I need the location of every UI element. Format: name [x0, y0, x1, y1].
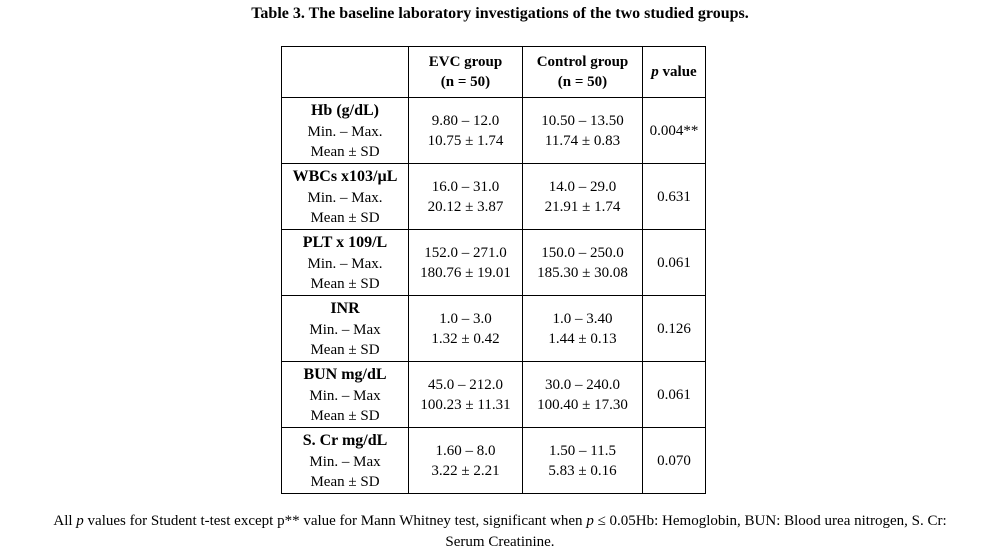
row-label-minmax: Min. – Max. — [307, 255, 383, 272]
evc-value-cell: 152.0 – 271.0 180.76 ± 19.01 — [408, 229, 523, 296]
control-mean: 5.83 ± 0.16 — [548, 462, 617, 479]
control-minmax: 150.0 – 250.0 — [541, 244, 624, 261]
control-minmax: 10.50 – 13.50 — [541, 112, 624, 129]
footnote-line2: Serum Creatinine. — [445, 534, 555, 550]
control-mean: 1.44 ± 0.13 — [548, 330, 617, 347]
control-mean: 100.40 ± 17.30 — [537, 396, 628, 413]
table-row: BUN mg/dL Min. – Max Mean ± SD 45.0 – 212.0… — [281, 361, 706, 428]
header-control-label: Control group — [536, 54, 629, 70]
evc-value-cell: 1.60 – 8.0 3.22 ± 2.21 — [408, 427, 523, 494]
table-row: PLT x 109/L Min. – Max. Mean ± SD 152.0 – 2… — [281, 229, 706, 296]
p-value: 0.070 — [657, 452, 691, 469]
row-label-minmax: Min. – Max — [309, 321, 381, 338]
p-value-cell: 0.061 — [642, 361, 706, 428]
table-row: S. Cr mg/dL Min. – Max Mean ± SD 1.60 – 8.0… — [281, 427, 706, 494]
row-label-minmax: Min. – Max. — [307, 123, 383, 140]
control-minmax: 1.50 – 11.5 — [549, 442, 616, 459]
row-title: Hb (g/dL) — [310, 101, 379, 119]
evc-mean: 3.22 ± 2.21 — [431, 462, 500, 479]
evc-mean: 180.76 ± 19.01 — [420, 264, 511, 281]
control-mean: 11.74 ± 0.83 — [544, 132, 621, 149]
footnote-p-italic-2: p — [586, 513, 594, 529]
table-caption: Table 3. The baseline laboratory investi… — [251, 5, 749, 22]
control-value-cell: 1.50 – 11.5 5.83 ± 0.16 — [522, 427, 643, 494]
evc-minmax: 1.60 – 8.0 — [435, 442, 496, 459]
evc-value-cell: 9.80 – 12.0 10.75 ± 1.74 — [408, 97, 523, 164]
evc-value-cell: 16.0 – 31.0 20.12 ± 3.87 — [408, 163, 523, 230]
evc-mean: 1.32 ± 0.42 — [431, 330, 500, 347]
evc-minmax: 152.0 – 271.0 — [424, 244, 507, 261]
control-value-cell: 150.0 – 250.0 185.30 ± 30.08 — [522, 229, 643, 296]
footnote-part1: All — [53, 513, 77, 529]
control-mean: 185.30 ± 30.08 — [537, 264, 628, 281]
row-label-mean: Mean ± SD — [310, 275, 380, 292]
table-row: WBCs x103/µL Min. – Max. Mean ± SD 16.0 – 3… — [281, 163, 706, 230]
p-value-cell: 0.070 — [642, 427, 706, 494]
row-label-mean: Mean ± SD — [310, 407, 380, 424]
header-evc-group: EVC group (n = 50) — [408, 46, 523, 98]
header-evc-n: (n = 50) — [440, 74, 491, 90]
control-value-cell: 1.0 – 3.40 1.44 ± 0.13 — [522, 295, 643, 362]
row-label-cell: PLT x 109/L Min. – Max. Mean ± SD — [281, 229, 409, 296]
table-footnote: All p values for Student t-test except p… — [0, 511, 1000, 553]
row-title: WBCs x103/µL — [292, 167, 398, 185]
evc-minmax: 1.0 – 3.0 — [439, 310, 492, 327]
row-label-minmax: Min. – Max — [309, 453, 381, 470]
row-label-minmax: Min. – Max. — [307, 189, 383, 206]
row-label-cell: BUN mg/dL Min. – Max Mean ± SD — [281, 361, 409, 428]
row-title: PLT x 109/L — [302, 233, 388, 251]
control-minmax: 1.0 – 3.40 — [552, 310, 613, 327]
evc-minmax: 9.80 – 12.0 — [431, 112, 500, 129]
evc-value-cell: 1.0 – 3.0 1.32 ± 0.42 — [408, 295, 523, 362]
header-p-italic: p — [651, 63, 659, 80]
p-value: 0.126 — [657, 320, 691, 337]
header-p-value: p value — [642, 46, 706, 98]
row-label-mean: Mean ± SD — [310, 143, 380, 160]
control-minmax: 30.0 – 240.0 — [545, 376, 620, 393]
p-value: 0.061 — [657, 386, 691, 403]
header-p-rest: value — [658, 63, 697, 80]
row-title: INR — [330, 299, 360, 317]
control-value-cell: 14.0 – 29.0 21.91 ± 1.74 — [522, 163, 643, 230]
p-value-cell: 0.004** — [642, 97, 706, 164]
p-value-cell: 0.631 — [642, 163, 706, 230]
row-label-mean: Mean ± SD — [310, 209, 380, 226]
header-control-group: Control group (n = 50) — [522, 46, 643, 98]
evc-value-cell: 45.0 – 212.0 100.23 ± 11.31 — [408, 361, 523, 428]
p-value-cell: 0.126 — [642, 295, 706, 362]
control-value-cell: 10.50 – 13.50 11.74 ± 0.83 — [522, 97, 643, 164]
header-control-n: (n = 50) — [557, 74, 608, 90]
evc-mean: 100.23 ± 11.31 — [420, 396, 511, 413]
p-value: 0.004** — [649, 122, 699, 139]
row-title: BUN mg/dL — [303, 365, 387, 383]
footnote-part3: ≤ 0.05Hb: Hemoglobin, BUN: Blood urea ni… — [593, 513, 947, 529]
row-title: S. Cr mg/dL — [302, 431, 388, 449]
p-value: 0.631 — [657, 188, 691, 205]
row-label-minmax: Min. – Max — [309, 387, 381, 404]
row-label-cell: Hb (g/dL) Min. – Max. Mean ± SD — [281, 97, 409, 164]
lab-investigations-table: EVC group (n = 50) Control group (n = 50… — [281, 46, 706, 494]
evc-mean: 20.12 ± 3.87 — [427, 198, 504, 215]
p-value: 0.061 — [657, 254, 691, 271]
table-row: INR Min. – Max Mean ± SD 1.0 – 3.0 1.32 ± 0.… — [281, 295, 706, 362]
footnote-p-italic-1: p — [76, 513, 84, 529]
control-minmax: 14.0 – 29.0 — [548, 178, 617, 195]
row-label-cell: WBCs x103/µL Min. – Max. Mean ± SD — [281, 163, 409, 230]
row-label-cell: INR Min. – Max Mean ± SD — [281, 295, 409, 362]
p-value-cell: 0.061 — [642, 229, 706, 296]
row-label-cell: S. Cr mg/dL Min. – Max Mean ± SD — [281, 427, 409, 494]
row-label-mean: Mean ± SD — [310, 341, 380, 358]
header-empty-cell — [281, 46, 409, 98]
control-value-cell: 30.0 – 240.0 100.40 ± 17.30 — [522, 361, 643, 428]
table-header-row: EVC group (n = 50) Control group (n = 50… — [281, 46, 706, 98]
table-row: Hb (g/dL) Min. – Max. Mean ± SD 9.80 – 12.0… — [281, 97, 706, 164]
evc-mean: 10.75 ± 1.74 — [427, 132, 504, 149]
row-label-mean: Mean ± SD — [310, 473, 380, 490]
evc-minmax: 45.0 – 212.0 — [428, 376, 503, 393]
header-evc-label: EVC group — [428, 54, 503, 70]
footnote-part2: values for Student t-test except p** val… — [83, 513, 587, 529]
evc-minmax: 16.0 – 31.0 — [431, 178, 500, 195]
control-mean: 21.91 ± 1.74 — [544, 198, 621, 215]
